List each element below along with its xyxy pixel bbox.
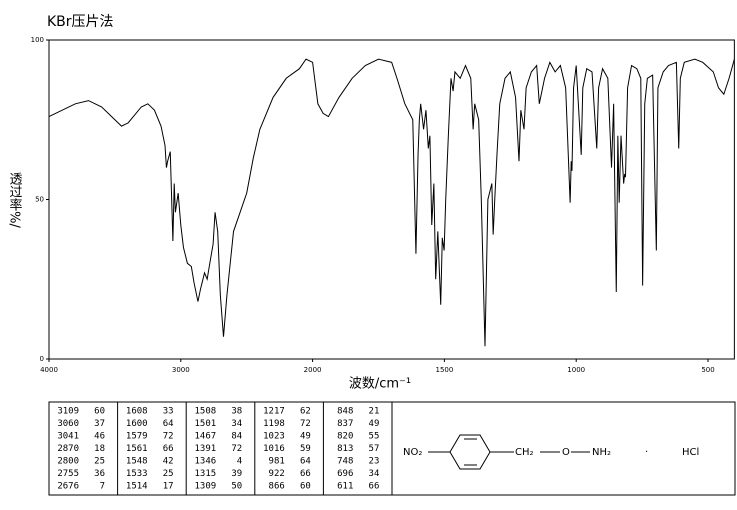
peak-wavenumber: 1600: [126, 419, 148, 429]
peak-wavenumber: 1217: [263, 407, 285, 417]
peak-wavenumber: 2676: [57, 482, 79, 492]
peak-transmittance: 21: [369, 407, 380, 417]
peak-transmittance: 34: [231, 419, 242, 429]
peak-transmittance: 42: [163, 457, 174, 467]
structure-label: O: [562, 447, 570, 458]
peak-transmittance: 46: [94, 432, 105, 442]
x-axis-label: 波数/cm⁻¹: [349, 377, 411, 392]
peak-wavenumber: 3060: [57, 419, 79, 429]
peak-transmittance: 60: [300, 482, 311, 492]
benzene-ring: [449, 434, 491, 470]
peak-wavenumber: 2870: [57, 444, 79, 454]
peak-wavenumber: 748: [337, 457, 353, 467]
peak-wavenumber: 2755: [57, 469, 79, 479]
peak-transmittance: 25: [163, 469, 174, 479]
peak-wavenumber: 1508: [195, 407, 217, 417]
peak-wavenumber: 1501: [195, 419, 217, 429]
structure-label: ·: [645, 447, 648, 458]
peak-transmittance: 55: [369, 432, 380, 442]
peak-transmittance: 25: [94, 457, 105, 467]
peak-wavenumber: 813: [337, 444, 353, 454]
peak-wavenumber: 611: [337, 482, 353, 492]
peak-transmittance: 7: [100, 482, 105, 492]
peak-transmittance: 64: [300, 457, 311, 467]
peak-transmittance: 66: [300, 469, 311, 479]
peak-transmittance: 23: [369, 457, 380, 467]
peak-transmittance: 33: [163, 407, 174, 417]
structure-label: NO₂: [403, 447, 422, 458]
peak-wavenumber: 1514: [126, 482, 148, 492]
structure-label: NH₂: [592, 447, 611, 458]
x-tick-label: 4000: [40, 366, 58, 374]
structure-label: CH₂: [515, 447, 534, 458]
y-tick-label: 50: [35, 196, 44, 204]
peak-transmittance: 72: [231, 444, 242, 454]
peak-wavenumber: 1467: [195, 432, 217, 442]
peak-wavenumber: 1561: [126, 444, 148, 454]
peak-wavenumber: 922: [269, 469, 285, 479]
peak-wavenumber: 1533: [126, 469, 148, 479]
x-tick-label: 1500: [435, 366, 453, 374]
peak-wavenumber: 1023: [263, 432, 285, 442]
peak-transmittance: 49: [300, 432, 311, 442]
y-axis-label: 透过率%/: [7, 172, 23, 228]
peak-transmittance: 57: [369, 444, 380, 454]
peak-transmittance: 38: [231, 407, 242, 417]
peak-wavenumber: 1016: [263, 444, 285, 454]
structure-label: HCl: [682, 447, 699, 458]
x-tick-label: 1000: [567, 366, 585, 374]
peak-transmittance: 64: [163, 419, 174, 429]
peak-wavenumber: 3109: [57, 407, 79, 417]
peak-wavenumber: 3041: [57, 432, 79, 442]
peak-transmittance: 72: [163, 432, 174, 442]
peak-wavenumber: 2800: [57, 457, 79, 467]
peak-transmittance: 60: [94, 407, 105, 417]
peak-transmittance: 49: [369, 419, 380, 429]
structure-frame: [391, 401, 736, 496]
peak-wavenumber: 848: [337, 407, 353, 417]
peak-transmittance: 17: [163, 482, 174, 492]
peak-wavenumber: 1309: [195, 482, 217, 492]
spectrum-line: [48, 58, 735, 347]
peak-wavenumber: 696: [337, 469, 353, 479]
y-tick-label: 0: [40, 355, 44, 363]
peak-transmittance: 72: [300, 419, 311, 429]
peak-wavenumber: 837: [337, 419, 353, 429]
peak-wavenumber: 820: [337, 432, 353, 442]
peak-transmittance: 36: [94, 469, 105, 479]
x-tick-label: 500: [701, 366, 714, 374]
peak-wavenumber: 1548: [126, 457, 148, 467]
peak-wavenumber: 866: [269, 482, 285, 492]
x-tick-label: 3000: [172, 366, 190, 374]
peak-transmittance: 37: [94, 419, 105, 429]
peak-wavenumber: 1391: [195, 444, 217, 454]
peak-transmittance: 84: [231, 432, 242, 442]
y-tick-label: 100: [31, 36, 44, 44]
peak-wavenumber: 1346: [195, 457, 217, 467]
peak-wavenumber: 981: [269, 457, 285, 467]
peak-transmittance: 66: [369, 482, 380, 492]
peak-wavenumber: 1315: [195, 469, 217, 479]
peak-transmittance: 62: [300, 407, 311, 417]
chart-title: KBr压片法: [47, 14, 114, 30]
peak-transmittance: 66: [163, 444, 174, 454]
peak-transmittance: 50: [231, 482, 242, 492]
peak-transmittance: 4: [237, 457, 242, 467]
x-tick-label: 2000: [304, 366, 322, 374]
plot-frame: [48, 39, 735, 360]
peak-wavenumber: 1198: [263, 419, 285, 429]
peak-transmittance: 39: [231, 469, 242, 479]
structure-drawing: [428, 434, 590, 470]
peak-transmittance: 18: [94, 444, 105, 454]
peak-transmittance: 59: [300, 444, 311, 454]
peak-wavenumber: 1608: [126, 407, 148, 417]
peak-wavenumber: 1579: [126, 432, 148, 442]
peak-transmittance: 34: [369, 469, 380, 479]
